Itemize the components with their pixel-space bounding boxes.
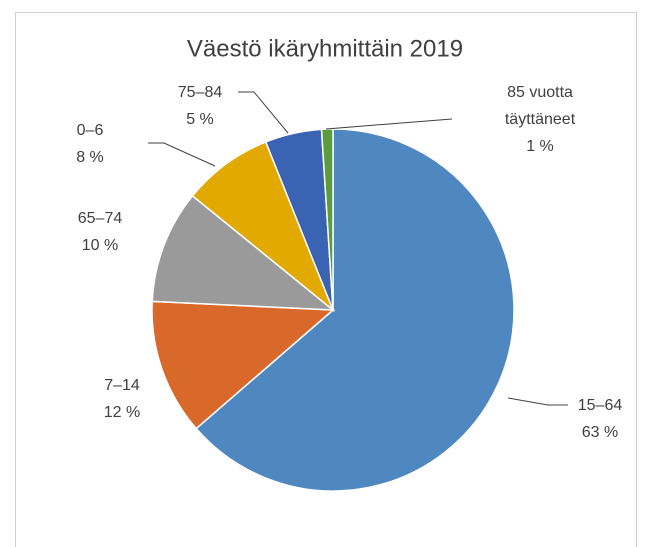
category-label: 75–84 — [177, 84, 223, 101]
data-label: 65–74 10 % — [60, 205, 140, 259]
value-label: 1 % — [526, 138, 554, 155]
category-label: 15–64 — [577, 397, 623, 414]
category-label: 0–6 — [76, 122, 104, 139]
data-label: 7–14 12 % — [82, 372, 162, 426]
leader-line — [325, 118, 453, 130]
category-label: 65–74 — [77, 210, 123, 227]
category-label: 7–14 — [104, 377, 140, 394]
category-label: 85 vuotta täyttäneet — [504, 84, 576, 128]
value-label: 10 % — [81, 237, 119, 254]
leader-line — [507, 397, 568, 406]
value-label: 63 % — [581, 424, 619, 441]
leader-line — [148, 142, 216, 167]
slice — [151, 300, 335, 430]
slice — [191, 140, 335, 313]
leader-line — [238, 91, 289, 134]
value-label: 8 % — [76, 149, 104, 166]
data-label: 0–6 8 % — [50, 117, 130, 171]
data-label: 85 vuotta täyttäneet 1 % — [485, 79, 595, 160]
data-label: 75–84 5 % — [160, 79, 240, 133]
pie — [151, 128, 515, 492]
data-label: 15–64 63 % — [560, 392, 640, 446]
leader-lines — [148, 91, 568, 406]
chart-title: Väestö ikäryhmittäin 2019 — [187, 35, 463, 62]
value-label: 5 % — [186, 111, 214, 128]
value-label: 12 % — [103, 404, 141, 421]
slice — [151, 194, 336, 311]
slice — [195, 128, 515, 492]
